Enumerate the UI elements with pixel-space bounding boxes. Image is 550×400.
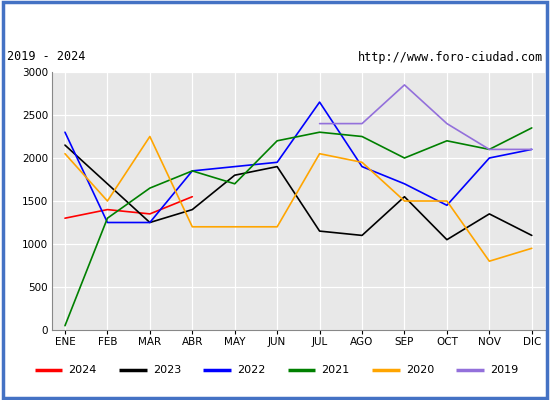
Text: http://www.foro-ciudad.com: http://www.foro-ciudad.com [358, 50, 543, 64]
Text: 2020: 2020 [406, 365, 434, 375]
Text: 2019: 2019 [490, 365, 519, 375]
Text: 2023: 2023 [153, 365, 181, 375]
Text: Evolucion Nº Turistas Nacionales en el municipio de Mallén: Evolucion Nº Turistas Nacionales en el m… [31, 13, 519, 29]
Text: 2021: 2021 [322, 365, 350, 375]
Text: 2019 - 2024: 2019 - 2024 [7, 50, 85, 64]
Text: 2024: 2024 [69, 365, 97, 375]
Text: 2022: 2022 [237, 365, 266, 375]
